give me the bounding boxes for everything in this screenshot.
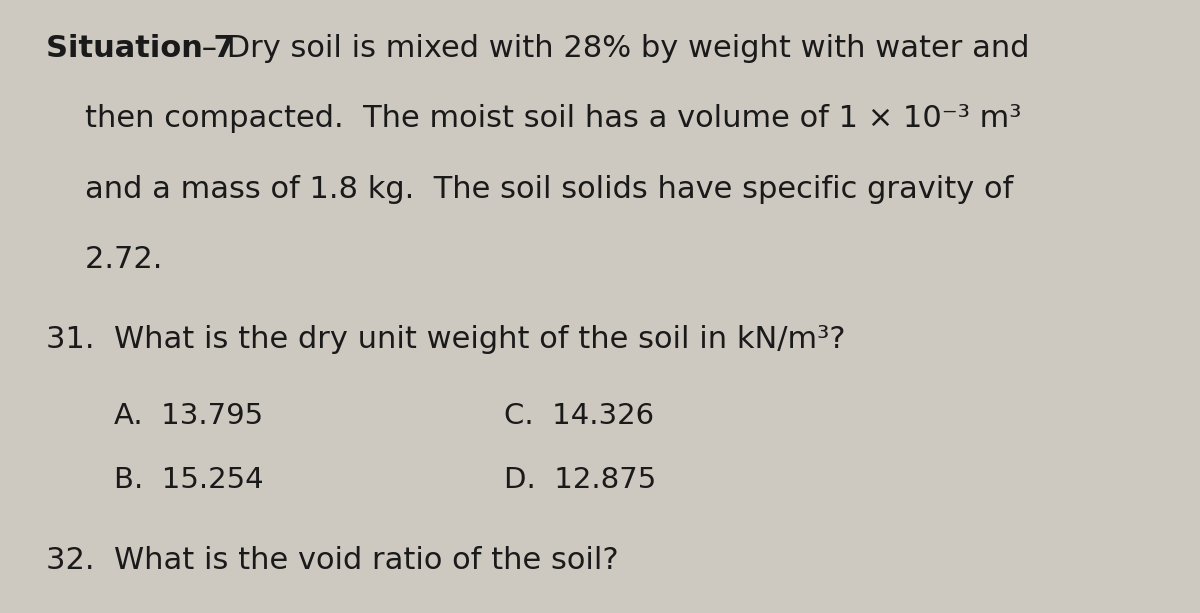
Text: 2.72.: 2.72. (46, 245, 162, 274)
Text: C.  14.326: C. 14.326 (504, 402, 654, 430)
Text: then compacted.  The moist soil has a volume of 1 × 10⁻³ m³: then compacted. The moist soil has a vol… (46, 104, 1021, 133)
Text: and a mass of 1.8 kg.  The soil solids have specific gravity of: and a mass of 1.8 kg. The soil solids ha… (46, 175, 1013, 204)
Text: Situation 7: Situation 7 (46, 34, 234, 63)
Text: – Dry soil is mixed with 28% by weight with water and: – Dry soil is mixed with 28% by weight w… (192, 34, 1030, 63)
Text: B.  15.254: B. 15.254 (114, 466, 264, 494)
Text: A.  13.795: A. 13.795 (114, 402, 263, 430)
Text: D.  12.875: D. 12.875 (504, 466, 656, 494)
Text: 31.  What is the dry unit weight of the soil in kN/m³?: 31. What is the dry unit weight of the s… (46, 325, 845, 354)
Text: 32.  What is the void ratio of the soil?: 32. What is the void ratio of the soil? (46, 546, 618, 574)
